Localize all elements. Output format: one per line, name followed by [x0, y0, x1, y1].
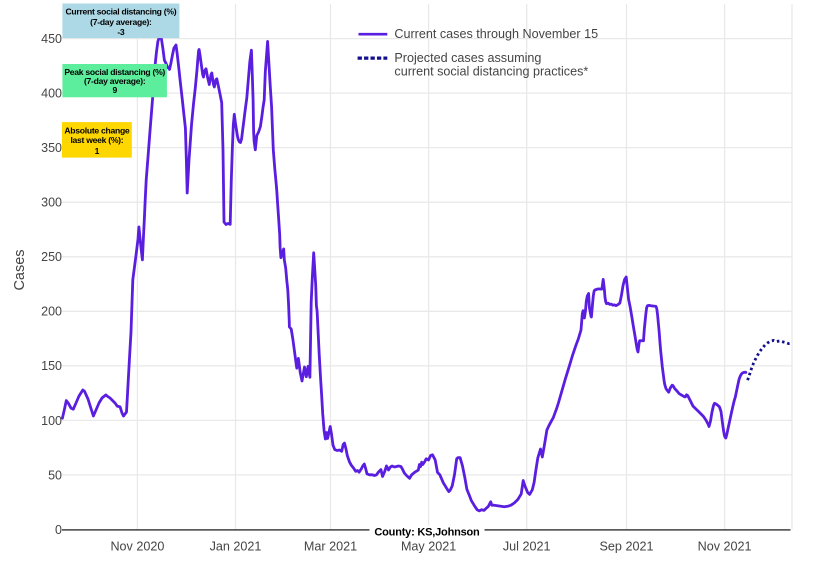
- svg-text:Mar 2021: Mar 2021: [304, 539, 357, 553]
- svg-text:50: 50: [48, 468, 62, 482]
- svg-text:0: 0: [55, 523, 62, 537]
- svg-text:Jan 2021: Jan 2021: [210, 539, 262, 553]
- svg-text:County: KS,Johnson: County: KS,Johnson: [374, 527, 480, 539]
- svg-text:Sep 2021: Sep 2021: [600, 539, 654, 553]
- svg-text:Nov 2021: Nov 2021: [698, 539, 752, 553]
- svg-text:(7-day average):: (7-day average):: [90, 17, 152, 27]
- svg-text:(7-day average):: (7-day average):: [84, 76, 146, 86]
- svg-text:200: 200: [41, 305, 62, 319]
- svg-text:Current cases through November: Current cases through November 15: [394, 27, 598, 41]
- svg-text:last week (%):: last week (%):: [70, 135, 123, 145]
- svg-text:1: 1: [95, 146, 100, 156]
- svg-text:150: 150: [41, 359, 62, 373]
- svg-text:current social distancing prac: current social distancing practices*: [394, 64, 588, 78]
- svg-text:-3: -3: [117, 27, 125, 37]
- svg-text:350: 350: [41, 141, 62, 155]
- svg-text:Nov 2020: Nov 2020: [110, 539, 164, 553]
- svg-text:May 2021: May 2021: [401, 539, 456, 553]
- svg-text:Peak social distancing (%): Peak social distancing (%): [64, 67, 165, 77]
- svg-text:Projected cases assuming: Projected cases assuming: [394, 51, 541, 65]
- svg-text:Jul 2021: Jul 2021: [503, 539, 551, 553]
- svg-text:100: 100: [41, 414, 62, 428]
- svg-text:Cases: Cases: [12, 249, 28, 290]
- svg-text:Current social distancing (%): Current social distancing (%): [66, 7, 177, 17]
- svg-text:9: 9: [112, 85, 117, 95]
- svg-text:Absolute change: Absolute change: [64, 126, 130, 136]
- svg-text:450: 450: [41, 32, 62, 46]
- svg-text:400: 400: [41, 87, 62, 101]
- svg-text:250: 250: [41, 250, 62, 264]
- svg-text:300: 300: [41, 196, 62, 210]
